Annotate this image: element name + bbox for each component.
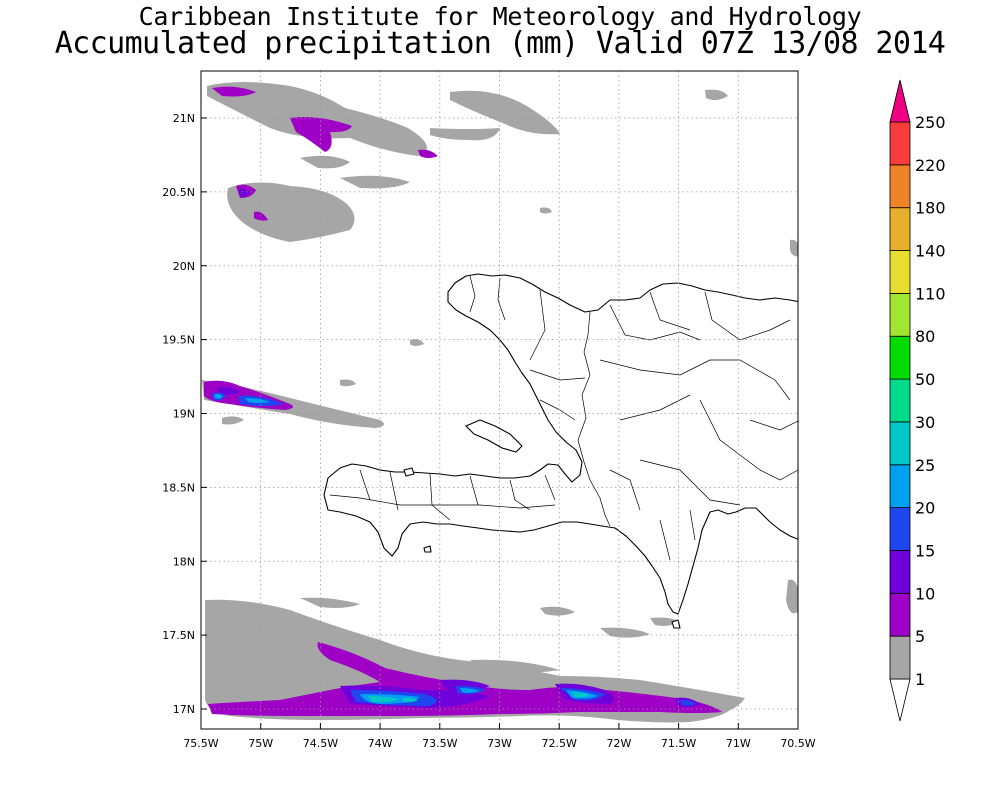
lat-tick-label: 17.5N — [162, 629, 195, 642]
lon-tick-label: 72W — [606, 737, 631, 750]
chart-subtitle: Accumulated precipitation (mm) Valid 07Z… — [54, 26, 946, 61]
colorbar-box — [889, 121, 911, 166]
colorbar-box — [889, 164, 911, 209]
lat-tick-label: 21N — [173, 112, 195, 125]
lon-tick-label: 71W — [726, 737, 751, 750]
colorbar-box — [889, 292, 911, 337]
colorbar-box — [889, 335, 911, 380]
lon-tick-label: 75W — [248, 737, 273, 750]
colorbar-label: 140 — [915, 242, 946, 261]
colorbar-box — [889, 635, 911, 680]
lat-tick-label: 18N — [173, 555, 195, 568]
lat-tick-label: 20N — [173, 260, 195, 273]
colorbar-under-arrow — [889, 678, 911, 722]
longitude-axis: 75.5W 75W 74.5W 74W 73.5W 73W 72.5W 72W 71.5W 71W… — [183, 723, 816, 750]
colorbar-label: 220 — [915, 156, 946, 175]
colorbar-box — [889, 464, 911, 509]
lat-tick-label: 20.5N — [162, 186, 195, 199]
lat-tick-label: 18.5N — [162, 481, 195, 494]
colorbar-label: 20 — [915, 499, 935, 518]
precip-shading — [202, 82, 798, 723]
colorbar-label: 5 — [915, 627, 925, 646]
colorbar-over-arrow — [889, 79, 911, 123]
colorbar-label: 25 — [915, 456, 935, 475]
lon-tick-label: 72.5W — [542, 737, 577, 750]
colorbar-box — [889, 207, 911, 251]
lat-tick-label: 19.5N — [162, 334, 195, 347]
colorbar-label: 1 — [915, 670, 925, 689]
lon-tick-label: 71.5W — [661, 737, 696, 750]
latitude-axis: 21N 20.5N 20N 19.5N 19N 18.5N 18N 17.5N 17N — [162, 112, 207, 716]
colorbar-label: 15 — [915, 541, 935, 560]
lon-tick-label: 74W — [368, 737, 393, 750]
colorbar-label: 10 — [915, 584, 935, 603]
colorbar-box — [889, 592, 911, 637]
lon-tick-label: 73W — [487, 737, 512, 750]
colorbar-label: 30 — [915, 413, 935, 432]
colorbar-box — [889, 507, 911, 551]
colorbar-box — [889, 250, 911, 294]
chart-title: Caribbean Institute for Meteorology and … — [138, 2, 862, 31]
colorbar-label: 110 — [915, 284, 946, 303]
colorbar-label: 50 — [915, 370, 935, 389]
lon-tick-label: 75.5W — [183, 737, 218, 750]
lat-tick-label: 17N — [173, 703, 195, 716]
map-grid — [201, 71, 798, 729]
colorbar-box — [889, 378, 911, 423]
colorbar-box — [889, 421, 911, 466]
hispaniola-land — [323, 273, 798, 629]
map-plot-area — [202, 82, 798, 723]
colorbar-label: 250 — [915, 113, 946, 132]
colorbar-box — [889, 550, 911, 594]
colorbar-label: 180 — [915, 199, 946, 218]
colorbar-label: 80 — [915, 327, 935, 346]
lon-tick-label: 73.5W — [422, 737, 457, 750]
lon-tick-label: 74.5W — [303, 737, 338, 750]
lon-tick-label: 70.5W — [780, 737, 815, 750]
lat-tick-label: 19N — [173, 408, 195, 421]
